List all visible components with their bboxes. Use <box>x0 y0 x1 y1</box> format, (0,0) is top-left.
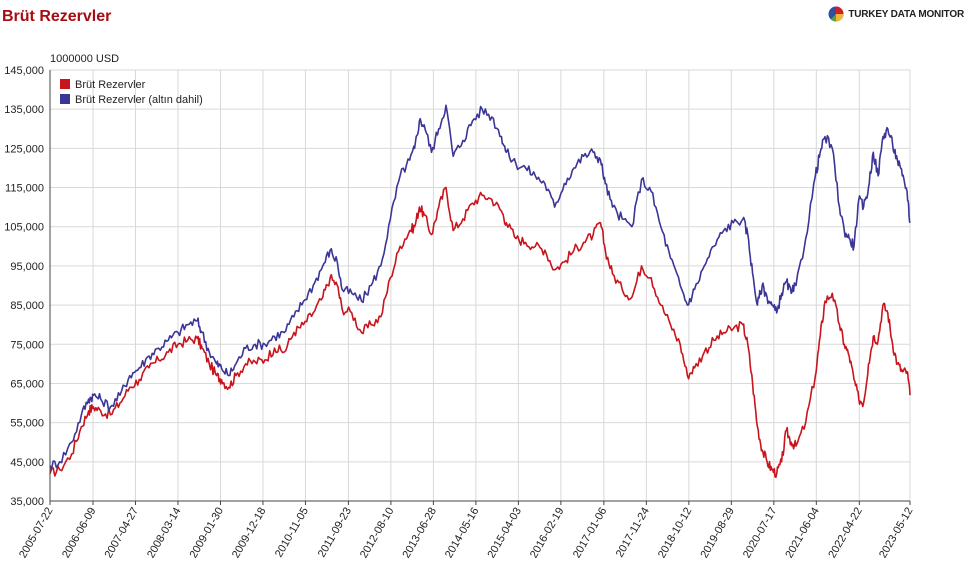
x-tick-label: 2017-11-24 <box>614 506 652 560</box>
x-tick-label: 2010-11-05 <box>273 506 311 560</box>
x-tick-label: 2014-05-16 <box>443 506 482 561</box>
x-tick-label: 2022-04-22 <box>826 506 865 561</box>
legend: Brüt Rezervler Brüt Rezervler (altın dahi… <box>60 79 203 106</box>
x-tick-label: 2006-06-09 <box>60 506 99 561</box>
y-tick-label: 115,000 <box>5 183 44 195</box>
series-line-brut-rezervler-altin-dahil <box>49 104 911 470</box>
x-tick-label: 2019-08-29 <box>698 506 737 561</box>
legend-swatch <box>60 94 70 104</box>
x-tick-label: 2023-05-12 <box>877 506 916 561</box>
legend-label: Brüt Rezervler <box>75 79 146 91</box>
x-tick-label: 2013-06-28 <box>400 506 439 561</box>
x-tick-label: 2011-09-23 <box>316 506 354 560</box>
y-tick-label: 85,000 <box>10 300 44 312</box>
y-tick-label: 125,000 <box>4 143 44 155</box>
x-tick-label: 2007-04-27 <box>103 506 142 561</box>
y-tick-label: 45,000 <box>10 457 44 469</box>
y-unit-label: 1000000 USD <box>50 53 119 65</box>
x-tick-label: 2017-01-06 <box>571 506 610 561</box>
plot-frame <box>49 69 911 502</box>
x-tick-label: 2015-04-03 <box>485 506 524 561</box>
x-tick-label: 2016-02-19 <box>528 506 567 561</box>
x-tick-label: 2012-08-10 <box>358 506 397 561</box>
brand-logo: TURKEY DATA MONITOR <box>828 6 964 22</box>
pie-logo-icon <box>828 6 844 22</box>
y-tick-label: 95,000 <box>10 261 44 273</box>
y-tick-label: 135,000 <box>4 104 44 116</box>
legend-swatch <box>60 79 70 89</box>
y-tick-label: 105,000 <box>4 222 44 234</box>
legend-label: Brüt Rezervler (altın dahil) <box>75 94 203 106</box>
x-tick-label: 2009-01-30 <box>188 506 227 561</box>
x-tick-label: 2020-07-17 <box>741 506 780 561</box>
grid-lines <box>49 69 911 502</box>
series-line-brut-rezervler <box>49 186 911 479</box>
y-tick-label: 35,000 <box>10 496 44 508</box>
brand-name: TURKEY DATA MONITOR <box>848 8 964 20</box>
y-tick-label: 65,000 <box>10 378 44 390</box>
x-tick-label: 2009-12-18 <box>230 506 269 561</box>
x-tick-label: 2008-03-14 <box>145 506 184 561</box>
series-lines <box>49 104 911 479</box>
x-tick-label: 2018-10-12 <box>656 506 695 561</box>
y-tick-label: 75,000 <box>10 339 44 351</box>
x-tick-label: 2021-06-04 <box>783 506 822 561</box>
chart-title: Brüt Rezervler <box>2 8 112 25</box>
y-tick-label: 55,000 <box>10 418 44 430</box>
x-tick-label: 2005-07-22 <box>17 506 56 561</box>
y-tick-label: 145,000 <box>4 65 44 77</box>
